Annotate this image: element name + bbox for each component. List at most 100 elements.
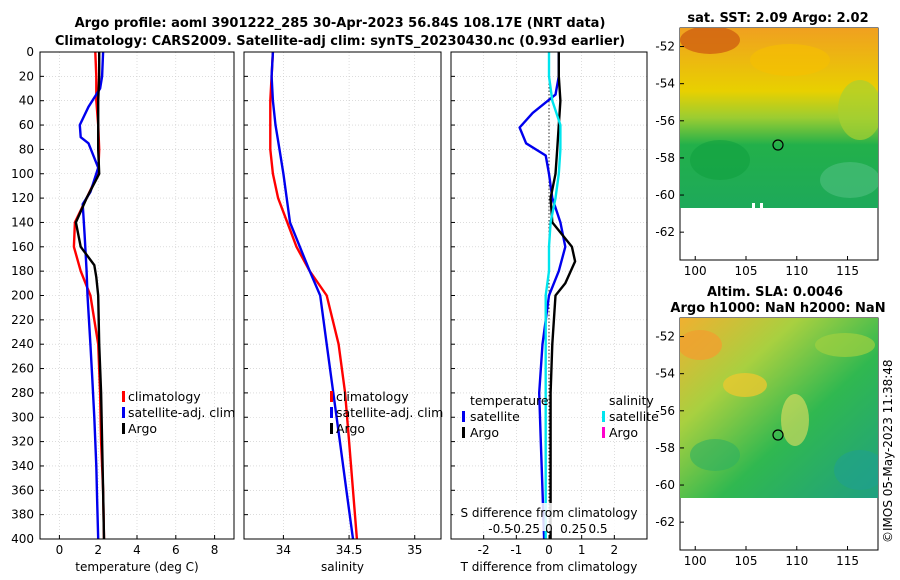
y-tick-label: 300 (11, 410, 34, 424)
top-tick-label: 0.5 (588, 522, 607, 536)
watermark: ©IMOS 05-May-2023 11:38:48 (881, 359, 895, 543)
x-tick-label: -1 (510, 543, 522, 557)
x-tick-label: 0 (56, 543, 64, 557)
sla-map-title-2: Argo h1000: NaN h2000: NaN (670, 301, 885, 316)
sst-field (680, 28, 878, 208)
series-temperature-argo (549, 52, 577, 539)
panel-frame (450, 51, 648, 540)
x-tick-label: 35 (407, 543, 422, 557)
legend-swatch (602, 411, 605, 422)
map-x-tick-label: 115 (836, 554, 859, 568)
y-tick-label: 180 (11, 264, 34, 278)
legend-salinity-title: salinity (609, 393, 654, 408)
y-tick-label: 80 (19, 142, 34, 156)
map-y-tick-label: -52 (655, 40, 675, 54)
x-tick-label: 8 (211, 543, 219, 557)
y-tick-label: 200 (11, 289, 34, 303)
title-line-1: Argo profile: aoml 3901222_285 30-Apr-20… (75, 16, 606, 31)
panel-difference: -2 -1 0 1 2 T difference from climatology temp… (450, 51, 659, 574)
y-tick-label: 280 (11, 386, 34, 400)
x-tick-label: 2 (94, 543, 102, 557)
sst-argo-marker (772, 139, 784, 151)
x-tick-label: 34.5 (336, 543, 363, 557)
map-y-tick-label: -56 (655, 114, 675, 128)
legend-swatch (330, 407, 333, 418)
legend-label: satellite-adj. clim (336, 405, 443, 420)
top-axis-backdrop (453, 503, 645, 531)
y-tick-label: 140 (11, 215, 34, 229)
y-tick-label: 240 (11, 337, 34, 351)
x-tick-label: 0 (545, 543, 553, 557)
y-tick-label: 220 (11, 313, 34, 327)
legend-label: Argo (470, 425, 499, 440)
legend-swatch (330, 391, 333, 402)
y-tick-label: 160 (11, 240, 34, 254)
legend-swatch (122, 407, 125, 418)
map-y-tick-label: -54 (655, 367, 675, 381)
legend-label: climatology (336, 389, 409, 404)
sst-axes: -52 -54 -56 -58 -60 -62 100 105 110 115 (655, 40, 859, 278)
sla-field (680, 318, 878, 498)
legend-temperature-title: temperature (470, 393, 549, 408)
x-tick-label: 2 (611, 543, 619, 557)
x-tick-label: 6 (172, 543, 180, 557)
series-temperature-satellite (518, 52, 567, 540)
legend-label: satellite-adj. clim (128, 405, 235, 420)
map-x-tick-label: 110 (785, 554, 808, 568)
sla-map-title-1: Altim. SLA: 0.0046 (707, 285, 843, 300)
map-x-tick-label: 105 (735, 554, 758, 568)
map-x-tick-label: 100 (684, 554, 707, 568)
legend-swatch (462, 411, 465, 422)
x-tick-label: -2 (478, 543, 490, 557)
legend-swatch (122, 391, 125, 402)
y-tick-label: 60 (19, 118, 34, 132)
map-y-tick-label: -60 (655, 188, 675, 202)
top-tick-label: 0.25 (560, 522, 587, 536)
y-tick-label: 360 (11, 483, 34, 497)
sla-argo-marker (772, 429, 784, 441)
y-tick-label: 340 (11, 459, 34, 473)
x-tick-label: 1 (578, 543, 586, 557)
sla-axes: -52 -54 -56 -58 -60 -62 100 105 110 115 (655, 330, 859, 568)
sst-map: sat. SST: 2.09 Argo: 2.02 -52 -54 -56 -58 -6… (655, 11, 879, 278)
y-tick-label: 120 (11, 191, 34, 205)
legend-label: Argo (609, 425, 638, 440)
x-tick-label: 34 (276, 543, 291, 557)
legend-swatch (330, 423, 333, 434)
y-tick-label: 100 (11, 167, 34, 181)
map-y-tick-label: -58 (655, 151, 675, 165)
map-x-tick-label: 110 (785, 264, 808, 278)
legend-label: climatology (128, 389, 201, 404)
map-y-tick-label: -58 (655, 441, 675, 455)
legend-swatch (462, 427, 465, 438)
legend-label: satellite (609, 409, 659, 424)
legend-label: Argo (336, 421, 365, 436)
map-y-tick-label: -52 (655, 330, 675, 344)
title-line-2: Climatology: CARS2009. Satellite-adj cli… (55, 34, 625, 49)
map-y-tick-label: -56 (655, 404, 675, 418)
x-axis-label: T difference from climatology (460, 560, 638, 574)
x-axis-label: temperature (deg C) (75, 560, 198, 574)
series-salinity-satellite (544, 52, 562, 539)
map-y-tick-label: -54 (655, 77, 675, 91)
panel-temperature: 0 2 4 6 8 temperature (deg C) 0 20 40 60 80 100 120 1… (11, 45, 235, 574)
series-climatology (269, 51, 359, 540)
y-tick-label: 20 (19, 69, 34, 83)
map-x-tick-label: 105 (735, 264, 758, 278)
legend-swatch (602, 427, 605, 438)
map-x-tick-label: 115 (836, 264, 859, 278)
panel-frame (243, 51, 442, 540)
x-axis-label: salinity (321, 560, 364, 574)
series-satellite-adj-clim (270, 51, 355, 540)
top-tick-label: 0 (545, 522, 553, 536)
map-x-tick-label: 100 (684, 264, 707, 278)
top-tick-label: -0.25 (509, 522, 540, 536)
legend-label: Argo (128, 421, 157, 436)
y-tick-label: 380 (11, 508, 34, 522)
legend-label: satellite (470, 409, 520, 424)
panel-salinity: 34 34.5 35 salinity climatologysatellite-adj… (243, 51, 443, 574)
map-y-tick-label: -60 (655, 478, 675, 492)
sla-map: Altim. SLA: 0.0046 Argo h1000: NaN h2000… (655, 285, 885, 568)
